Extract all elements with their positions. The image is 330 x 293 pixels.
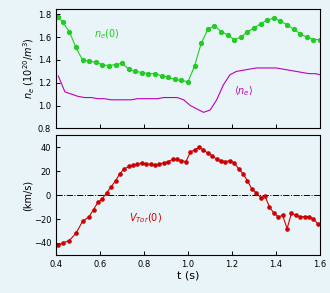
- Y-axis label: $n_e$ $(10^{20}/m^3)$: $n_e$ $(10^{20}/m^3)$: [21, 38, 37, 100]
- Text: $n_e(0)$: $n_e(0)$: [93, 28, 119, 41]
- Text: $\langle n_e \rangle$: $\langle n_e \rangle$: [234, 84, 254, 98]
- X-axis label: t (s): t (s): [177, 270, 199, 280]
- Text: $V_{Tor}(0)$: $V_{Tor}(0)$: [129, 212, 162, 225]
- Y-axis label: (km/s): (km/s): [22, 180, 32, 211]
